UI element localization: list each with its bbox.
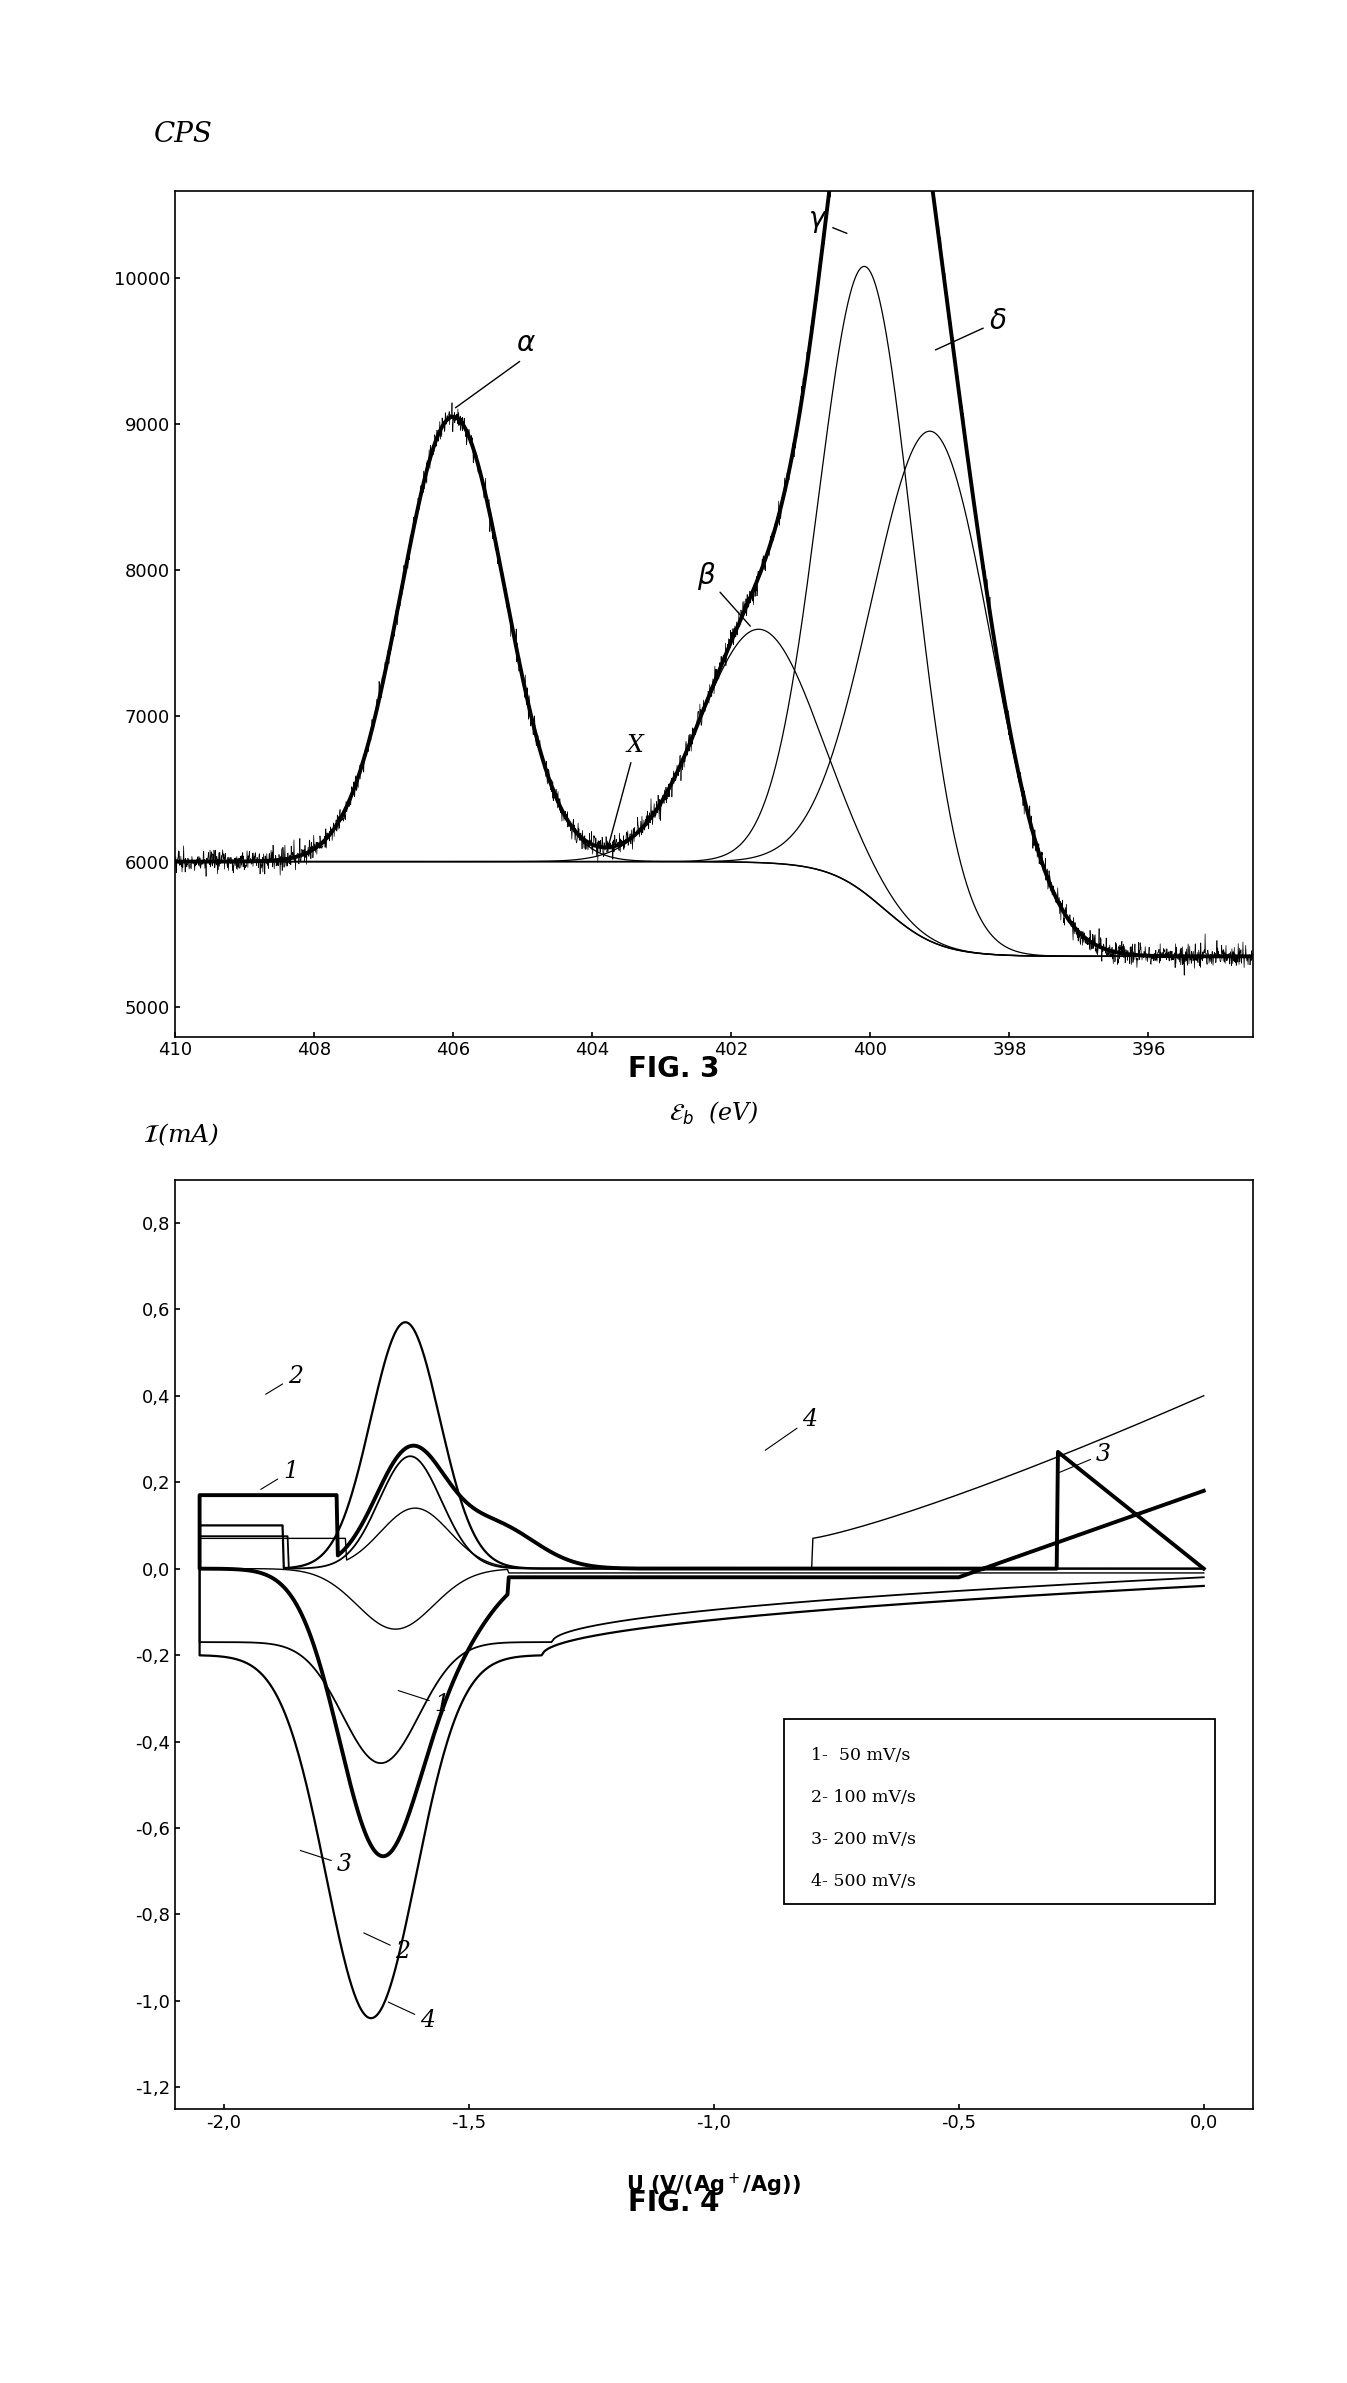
Text: FIG. 3: FIG. 3 (628, 1056, 719, 1084)
Text: U (V/(Ag$^+$/Ag)): U (V/(Ag$^+$/Ag)) (626, 2173, 801, 2200)
Text: 4- 500 mV/s: 4- 500 mV/s (811, 1873, 916, 1890)
Text: 2- 100 mV/s: 2- 100 mV/s (811, 1790, 916, 1806)
Text: 1: 1 (261, 1461, 298, 1489)
Text: 1: 1 (399, 1690, 450, 1716)
Text: 1-  50 mV/s: 1- 50 mV/s (811, 1747, 911, 1763)
Text: $\mathcal{I}$(mA): $\mathcal{I}$(mA) (143, 1122, 220, 1149)
Text: 3: 3 (300, 1852, 352, 1875)
Text: $\mathcal{E}_b$  (eV): $\mathcal{E}_b$ (eV) (669, 1101, 758, 1127)
Text: 2: 2 (364, 1933, 411, 1964)
Text: $\gamma$: $\gamma$ (808, 207, 847, 236)
Text: FIG. 4: FIG. 4 (628, 2190, 719, 2219)
Text: 3- 200 mV/s: 3- 200 mV/s (811, 1830, 916, 1847)
Bar (784, 1718, 1215, 1904)
Text: CPS: CPS (154, 122, 213, 148)
Text: 4: 4 (765, 1408, 818, 1451)
Text: 4: 4 (388, 2002, 435, 2033)
Text: X: X (607, 734, 644, 851)
Text: 2: 2 (265, 1365, 303, 1394)
Text: 3: 3 (1059, 1442, 1111, 1473)
Text: $\beta$: $\beta$ (696, 560, 750, 627)
Text: $\delta$: $\delta$ (935, 307, 1006, 350)
Text: $\alpha$: $\alpha$ (455, 331, 536, 407)
